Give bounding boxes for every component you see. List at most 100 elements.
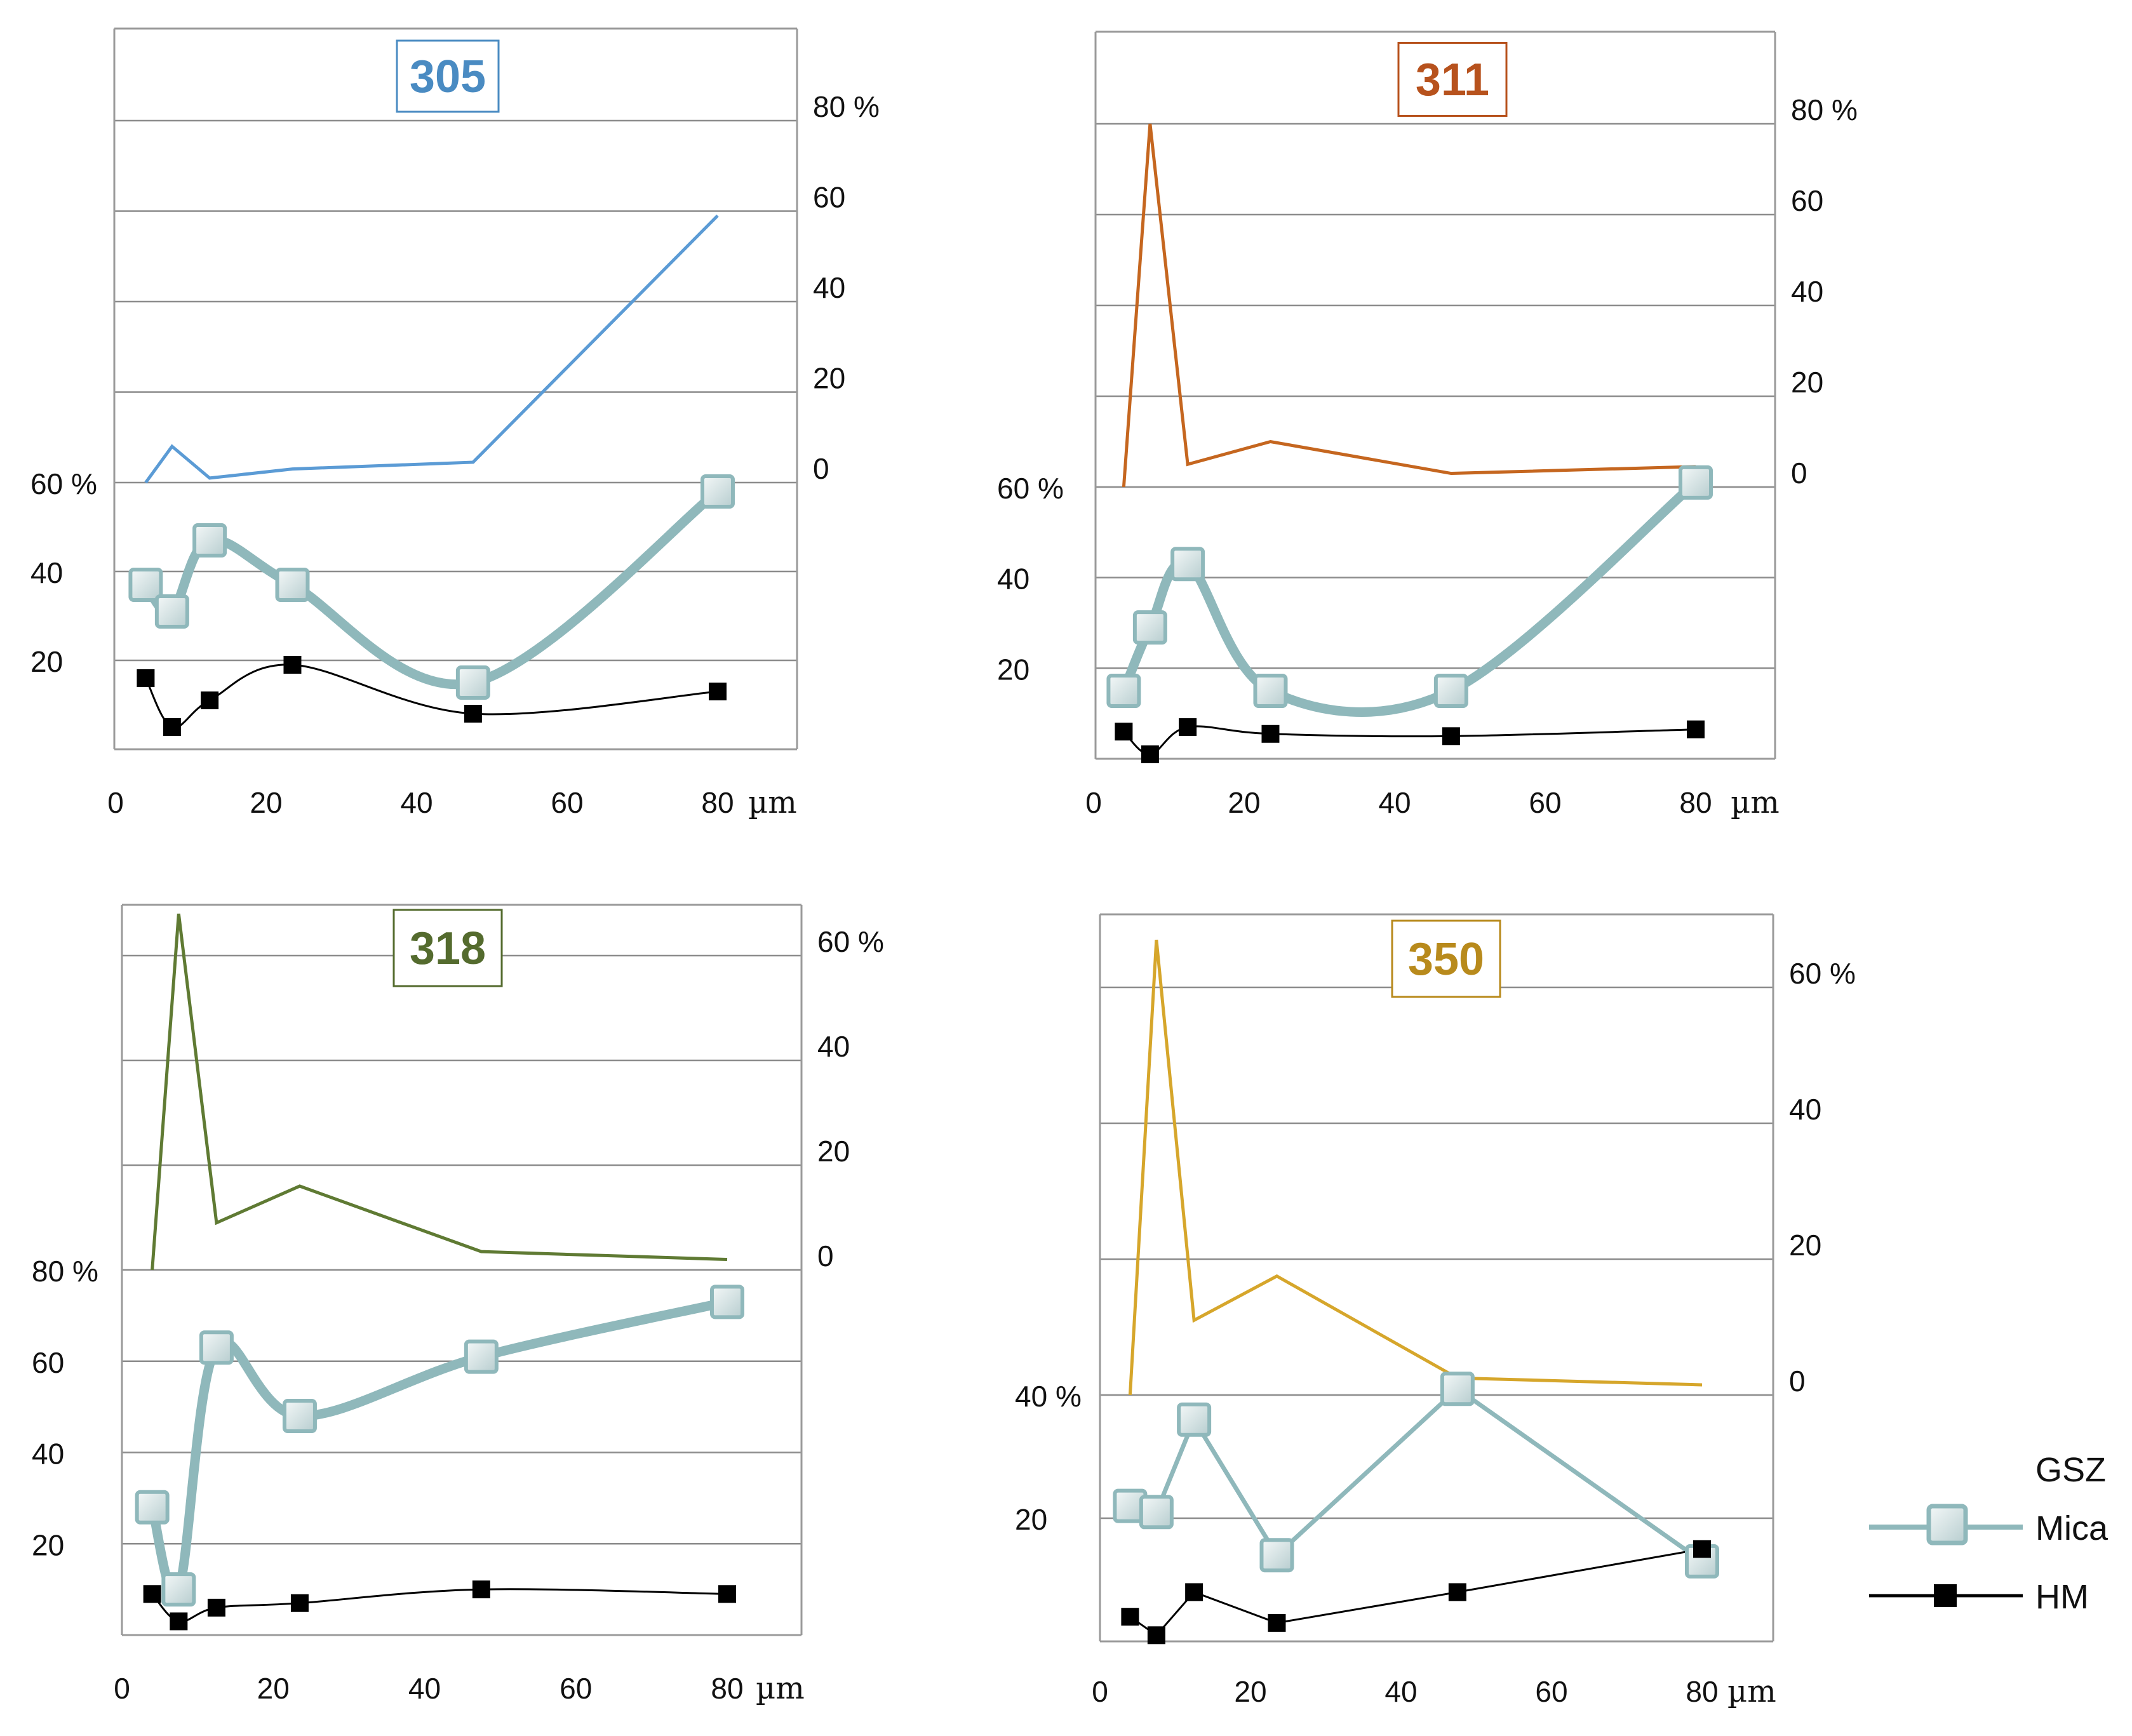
hm-point	[1448, 1583, 1466, 1601]
hm-point	[464, 705, 482, 723]
chart-title: 311	[1416, 55, 1489, 105]
mica-point	[199, 1330, 234, 1365]
lower-tick-label: 80 %	[32, 1255, 98, 1288]
hm-point	[163, 718, 181, 736]
x-tick-label: 60	[551, 786, 583, 819]
hm-point	[1141, 745, 1159, 763]
chart-title: 350	[1408, 934, 1484, 985]
mica-line	[1127, 1386, 1705, 1564]
mica-point	[455, 665, 490, 700]
hm-point	[1121, 1608, 1139, 1626]
x-tick-label: 0	[114, 1672, 130, 1705]
x-tick-label: 20	[1234, 1675, 1266, 1708]
lower-tick-label: 60	[32, 1346, 64, 1379]
hm-point	[143, 1585, 161, 1603]
upper-tick-label: 20	[1791, 366, 1823, 399]
hm-point	[170, 1612, 188, 1631]
hm-point	[1115, 723, 1133, 741]
hm-point	[1185, 1583, 1203, 1601]
upper-tick-label: 0	[817, 1239, 834, 1272]
x-tick-label: 0	[1085, 786, 1102, 819]
x-tick-label: 40	[408, 1672, 441, 1705]
mica-point	[710, 1285, 744, 1319]
x-tick-label: 20	[1228, 786, 1260, 819]
mica-line	[147, 1297, 732, 1599]
chart-311: 80 % 60 40 20 0 60 % 40 20 0 20 40 60 80 µm 311	[997, 30, 1858, 820]
mica-point	[1259, 1538, 1294, 1573]
legend-mica-label: Mica	[2035, 1509, 2109, 1547]
upper-tick-label: 60	[813, 181, 845, 214]
legend-mica-marker	[1926, 1504, 1968, 1546]
hm-line	[1129, 1548, 1703, 1637]
hm-line	[1123, 725, 1696, 756]
x-tick-label: 20	[257, 1672, 290, 1705]
lower-tick-label: 40	[997, 563, 1029, 596]
x-tick-label: 80	[1679, 786, 1712, 819]
legend-hm-label: HM	[2035, 1578, 2089, 1616]
mica-point	[1170, 547, 1205, 582]
upper-tick-label: 80 %	[813, 90, 880, 123]
mica-point	[192, 523, 227, 558]
x-tick-label: 20	[250, 786, 282, 819]
hm-point	[1693, 1540, 1711, 1558]
upper-tick-label: 40	[813, 271, 845, 304]
hm-point	[1261, 724, 1280, 743]
mica-point	[282, 1399, 317, 1433]
mica-point	[128, 568, 163, 602]
hm-line	[145, 664, 718, 729]
gsz-line	[1122, 123, 1696, 488]
chart-350: 60 % 40 20 0 40 % 20 0 20 40 60 80 µm 350	[1015, 913, 1856, 1709]
mica-point	[464, 1339, 499, 1374]
gsz-line	[144, 214, 719, 484]
x-tick-label: 60	[1535, 1675, 1567, 1708]
mica-point	[701, 474, 735, 509]
chart-title-box	[1391, 919, 1501, 998]
hm-point	[201, 691, 219, 709]
x-tick-label: 80	[701, 786, 734, 819]
x-axis-unit: µm	[748, 785, 797, 820]
hm-point	[709, 683, 727, 700]
mica-point	[1253, 674, 1288, 708]
upper-tick-label: 20	[817, 1135, 850, 1168]
upper-tick-label: 20	[1789, 1229, 1821, 1262]
upper-tick-label: 40	[1789, 1093, 1821, 1126]
legend: GSZ Mica HM	[1869, 1451, 2109, 1616]
upper-tick-label: 40	[817, 1030, 850, 1063]
mica-line	[1118, 477, 1701, 717]
lower-tick-label: 40	[30, 556, 63, 589]
chart-title: 318	[410, 923, 486, 974]
gsz-line	[151, 913, 728, 1271]
lower-tick-label: 20	[997, 653, 1029, 686]
hm-point	[718, 1585, 736, 1603]
x-tick-label: 80	[1686, 1675, 1718, 1708]
charts: 80 % 60 40 20 0 60 % 40 20 0 20 40 60 80 µm 305 80 % 60 4…	[30, 27, 1858, 1709]
upper-tick-label: 60 %	[1789, 957, 1856, 990]
hm-point	[1442, 727, 1460, 745]
mica-point	[1440, 1372, 1475, 1406]
mica-point	[1679, 465, 1713, 500]
hm-point	[1147, 1626, 1165, 1645]
x-axis-unit: µm	[756, 1671, 805, 1706]
upper-tick-label: 0	[1791, 457, 1807, 490]
mica-point	[161, 1572, 196, 1607]
mica-point	[1433, 674, 1468, 708]
x-tick-label: 40	[1384, 1675, 1417, 1708]
mica-point	[275, 568, 310, 602]
lower-tick-label: 20	[1015, 1503, 1047, 1536]
legend-hm-marker	[1934, 1584, 1957, 1607]
lower-tick-label: 40	[32, 1438, 64, 1471]
hm-point	[137, 669, 155, 687]
upper-tick-label: 20	[813, 362, 845, 395]
mica-line	[140, 486, 723, 690]
lower-tick-label: 40 %	[1015, 1380, 1082, 1413]
chart-305: 80 % 60 40 20 0 60 % 40 20 0 20 40 60 80 µm 305	[30, 27, 880, 820]
hm-point	[472, 1580, 490, 1599]
hm-point	[1179, 718, 1197, 737]
hm-point	[283, 656, 302, 674]
x-tick-label: 40	[400, 786, 432, 819]
x-tick-label: 60	[560, 1672, 592, 1705]
upper-tick-label: 40	[1791, 275, 1823, 308]
x-axis-unit: µm	[1727, 1674, 1776, 1709]
chart-title: 305	[410, 51, 486, 102]
